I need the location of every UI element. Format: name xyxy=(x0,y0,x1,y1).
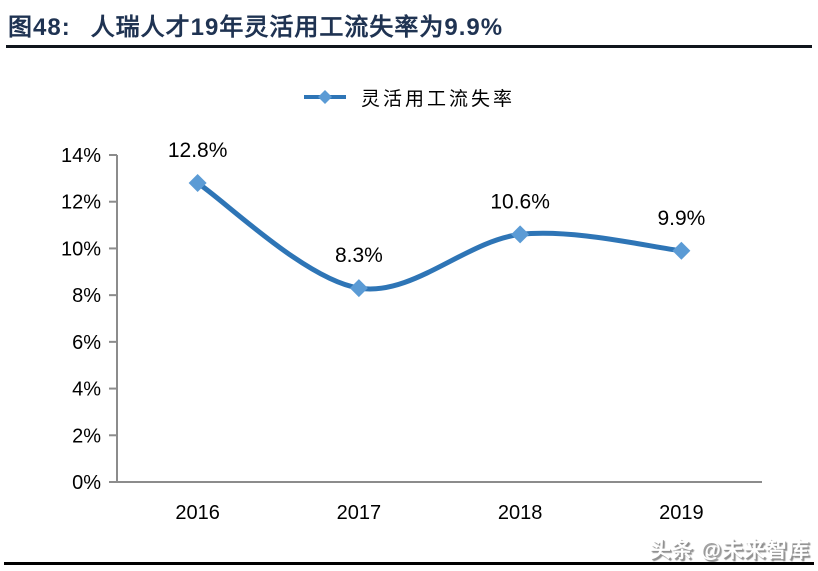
x-tick-label: 2019 xyxy=(659,502,704,524)
data-point-label: 8.3% xyxy=(335,244,383,267)
y-tick-label: 10% xyxy=(61,238,101,260)
title-text: 人瑞人才19年灵活用工流失率为9.9% xyxy=(90,14,504,41)
data-point-label: 9.9% xyxy=(657,207,705,230)
figure-label: 图48: xyxy=(8,14,71,41)
legend-marker-icon xyxy=(303,90,346,104)
x-tick-label: 2017 xyxy=(337,502,382,524)
legend: 灵活用工流失率 xyxy=(0,83,818,111)
y-tick-label: 0% xyxy=(72,472,101,494)
title-underline xyxy=(6,45,812,48)
y-tick-label: 2% xyxy=(72,425,101,447)
data-point-marker xyxy=(188,174,207,193)
legend-diamond xyxy=(317,90,332,104)
y-tick-label: 14% xyxy=(61,145,101,167)
x-tick-label: 2016 xyxy=(175,502,220,524)
data-point-label: 10.6% xyxy=(490,190,550,213)
y-tick-label: 6% xyxy=(72,332,101,354)
y-tick-label: 4% xyxy=(72,379,101,401)
legend-label: 灵活用工流失率 xyxy=(360,88,515,110)
bottom-rule xyxy=(4,562,814,565)
y-tick-label: 8% xyxy=(72,285,101,307)
data-point-marker xyxy=(672,241,691,260)
data-point-marker xyxy=(349,279,368,298)
watermark: 头条 @未来智库 xyxy=(649,539,810,562)
chart-title: 图48: 人瑞人才19年灵活用工流失率为9.9% xyxy=(8,7,810,42)
y-tick-label: 12% xyxy=(61,192,101,214)
x-tick-label: 2018 xyxy=(498,502,543,524)
data-point-marker xyxy=(511,225,530,244)
data-point-label: 12.8% xyxy=(168,139,228,162)
series-line xyxy=(195,180,684,292)
